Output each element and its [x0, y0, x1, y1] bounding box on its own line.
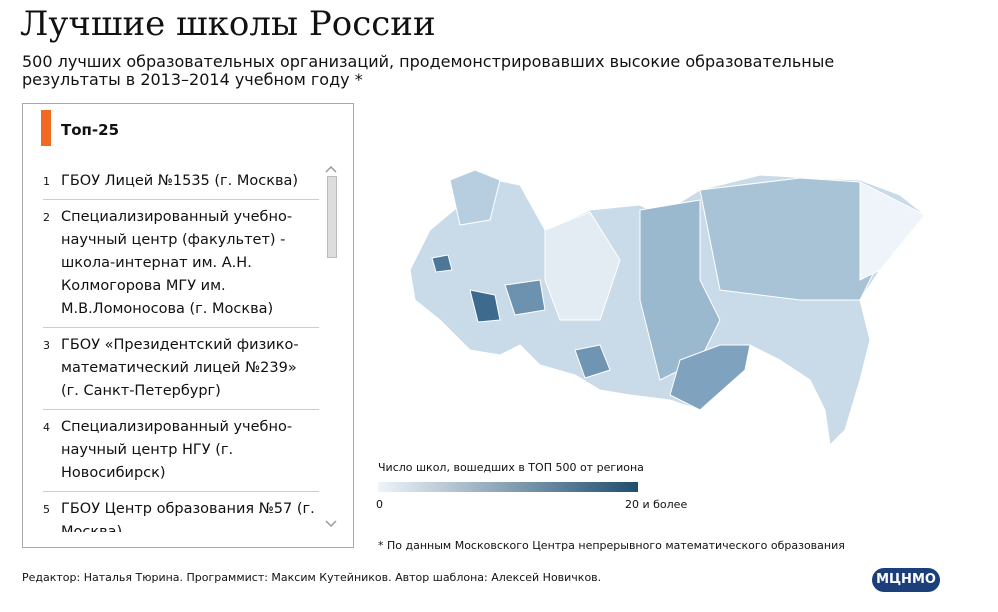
list-item[interactable]: 4 Специализированный учебно-научный центр…: [43, 410, 319, 492]
list-item[interactable]: 3 ГБОУ «Президентский физико-математическ…: [43, 328, 319, 410]
item-text: Специализированный учебно-научный центр …: [61, 209, 293, 317]
footnote: * По данным Московского Центра непрерывн…: [378, 539, 845, 552]
list-item[interactable]: 5 ГБОУ Центр образования №57 (г. Москва): [43, 492, 319, 532]
scroll-up[interactable]: [323, 164, 339, 176]
credits: Редактор: Наталья Тюрина. Программист: М…: [22, 571, 602, 584]
item-text: ГБОУ Лицей №1535 (г. Москва): [61, 173, 299, 189]
rank: 2: [43, 211, 50, 224]
rank: 1: [43, 175, 50, 188]
list-item[interactable]: 2 Специализированный учебно-научный центр…: [43, 200, 319, 328]
item-text: ГБОУ «Президентский физико-математически…: [61, 337, 299, 399]
scroll-down[interactable]: [323, 518, 339, 530]
panel-title: Топ-25: [61, 121, 120, 139]
item-text: ГБОУ Центр образования №57 (г. Москва): [61, 501, 315, 532]
region: [431, 254, 453, 273]
logo[interactable]: МЦНМО: [872, 568, 940, 592]
region: [669, 344, 751, 411]
legend-max: 20 и более: [625, 498, 688, 511]
rank: 4: [43, 421, 50, 434]
region: [449, 169, 501, 226]
subtitle: 500 лучших образовательных организаций, …: [22, 52, 835, 89]
title: Лучшие школы России: [20, 4, 436, 44]
rank: 5: [43, 503, 50, 516]
top-list-panel: Топ-25 1 ГБОУ Лицей №1535 (г. Москва) 2 Спе…: [22, 103, 354, 548]
scrollbar[interactable]: [327, 176, 337, 258]
legend-title: Число школ, вошедших в ТОП 500 от регион…: [378, 461, 644, 474]
region: [504, 279, 546, 316]
item-text: Специализированный учебно-научный центр …: [61, 419, 293, 481]
legend-min: 0: [376, 498, 383, 511]
legend-gradient: [378, 482, 638, 492]
region: [699, 177, 881, 301]
map: [409, 169, 926, 447]
region: [859, 181, 926, 281]
region: [639, 199, 721, 381]
rank: 3: [43, 339, 50, 352]
region: [544, 211, 621, 321]
region: [469, 289, 501, 323]
regions: [409, 169, 926, 447]
list-item[interactable]: 1 ГБОУ Лицей №1535 (г. Москва): [43, 164, 319, 200]
list[interactable]: 1 ГБОУ Лицей №1535 (г. Москва) 2 Специализи…: [43, 164, 319, 532]
region: [574, 344, 611, 379]
tab-marker: [41, 110, 51, 146]
